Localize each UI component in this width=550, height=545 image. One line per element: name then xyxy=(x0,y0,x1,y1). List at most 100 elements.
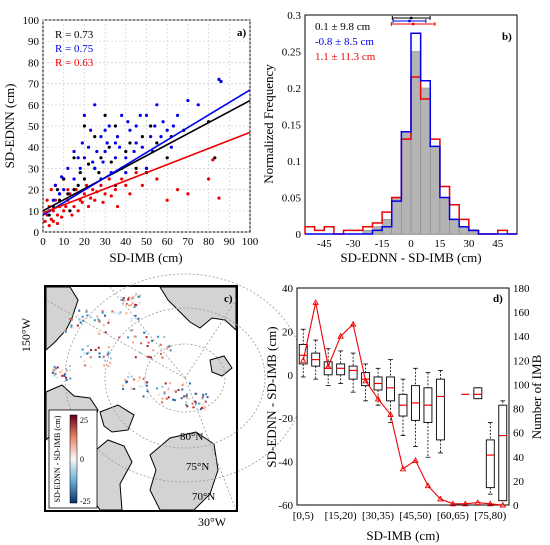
map-data-dot xyxy=(205,393,208,396)
panel-a-point xyxy=(149,135,153,139)
map-data-dot xyxy=(86,344,89,347)
panel-a-ylabel: SD-EDNN (cm) xyxy=(2,84,17,169)
map-data-dot xyxy=(163,390,166,393)
map-data-dot xyxy=(94,348,97,351)
panel-b-y-ticklabels: 0 0.05 0.1 0.15 0.2 0.25 0.3 xyxy=(282,10,302,241)
map-data-dot xyxy=(133,378,136,381)
panel-a-point xyxy=(51,219,55,223)
panel-a-point xyxy=(49,217,53,221)
land-greenland xyxy=(149,431,219,511)
panel-b-tag: b) xyxy=(502,31,512,43)
panel-d-left-ticklabels: -60 -40 -20 0 20 40 xyxy=(278,283,293,512)
panel-d-ytick-right: 40 xyxy=(513,452,525,464)
panel-a-point xyxy=(93,103,97,107)
panel-a-point xyxy=(175,188,180,192)
panel-a-xtick: 30 xyxy=(100,236,112,248)
map-data-dot xyxy=(53,374,56,377)
panel-d-box xyxy=(485,439,495,489)
panel-a-point xyxy=(68,209,72,213)
map-data-dot xyxy=(167,396,170,399)
panel-d-count-marker xyxy=(462,500,469,507)
panel-a-point xyxy=(207,177,211,181)
map-data-dot xyxy=(81,315,84,318)
panel-b-ytick: 0.05 xyxy=(282,193,302,205)
map-data-dot xyxy=(172,398,175,401)
panel-b-gray-bar xyxy=(439,197,450,235)
panel-a-point xyxy=(86,204,91,209)
panel-a-y-ticklabels: 0 10 20 30 40 50 60 70 80 90 100 xyxy=(23,15,40,239)
map-data-dot xyxy=(119,311,122,314)
panel-a-r-blue: R = 0.75 xyxy=(55,43,94,55)
map-data-dot xyxy=(161,356,164,359)
map-data-dot xyxy=(146,344,149,347)
map-data-dot xyxy=(56,366,59,369)
map-data-dot xyxy=(89,316,92,319)
map-data-dot xyxy=(139,294,142,297)
map-data-dot xyxy=(159,343,162,346)
panel-a-point xyxy=(101,200,105,204)
map-data-dot xyxy=(143,331,146,334)
map-data-dot xyxy=(89,356,92,359)
map-data-dot xyxy=(59,371,62,374)
map-data-dot xyxy=(131,295,134,298)
map-data-dot xyxy=(132,296,135,299)
map-data-dot xyxy=(53,365,56,368)
panel-a-point xyxy=(149,124,153,128)
panel-d-ytick-right: 0 xyxy=(513,500,519,512)
map-data-dot xyxy=(147,355,150,358)
panel-a-point xyxy=(91,160,95,164)
panel-a-point xyxy=(134,141,138,145)
panel-d-ytick-right: 140 xyxy=(513,331,530,343)
panel-a-point xyxy=(109,160,113,164)
panel-b-x-ticklabels: -45 -30 -15 0 15 30 45 xyxy=(317,238,504,250)
map-data-dot xyxy=(199,408,202,411)
panel-a-ytick: 90 xyxy=(28,36,40,48)
map-data-dot xyxy=(136,380,139,383)
panel-b-gray-bar xyxy=(449,219,460,235)
map-data-dot xyxy=(135,304,138,307)
panel-a-ytick: 10 xyxy=(28,206,40,218)
map-data-dot xyxy=(167,386,170,389)
map-data-dot xyxy=(98,352,101,355)
panel-a-point xyxy=(134,166,138,170)
map-data-dot xyxy=(54,372,57,375)
map-data-dot xyxy=(65,373,68,376)
panel-a-point xyxy=(62,209,66,213)
panel-a-xlabel: SD-IMB (cm) xyxy=(109,250,182,265)
map-data-dot xyxy=(186,395,189,398)
panel-d-count-marker xyxy=(324,362,332,369)
map-data-dot xyxy=(145,336,148,339)
graticule-80n xyxy=(144,343,226,413)
panel-a-ytick: 20 xyxy=(28,185,40,197)
panel-a-point xyxy=(219,79,223,84)
panel-a-point xyxy=(159,135,163,139)
panel-a-point xyxy=(60,175,64,179)
map-data-dot xyxy=(65,369,68,372)
panel-b-stat-red: 1.1 ± 11.3 cm xyxy=(315,51,376,63)
map-data-dot xyxy=(133,335,136,338)
panel-a-point xyxy=(109,194,113,198)
panel-a-xtick: 10 xyxy=(58,236,70,248)
map-data-dot xyxy=(99,319,102,322)
panel-c-tag: c) xyxy=(224,293,233,305)
panel-a-point xyxy=(66,192,70,196)
panel-a-point xyxy=(113,141,118,145)
map-data-dot xyxy=(76,314,79,317)
panel-a-point xyxy=(113,188,118,192)
panel-a-point xyxy=(144,113,149,117)
map-data-dot xyxy=(188,382,191,385)
map-data-dot xyxy=(71,326,74,329)
panel-a-x-ticklabels: 0 10 20 30 40 50 60 70 80 90 100 xyxy=(40,236,259,248)
panel-a-xtick: 50 xyxy=(141,236,153,248)
map-data-dot xyxy=(130,320,133,323)
panel-a-point xyxy=(124,183,128,187)
panel-a-point xyxy=(107,145,111,149)
panel-a-point xyxy=(97,171,101,175)
panel-a-point xyxy=(64,204,68,209)
map-data-dot xyxy=(98,332,101,335)
panel-a-point xyxy=(161,120,165,124)
map-data-dot xyxy=(165,397,168,400)
map-data-dot xyxy=(130,329,133,332)
map-data-dot xyxy=(182,383,185,386)
